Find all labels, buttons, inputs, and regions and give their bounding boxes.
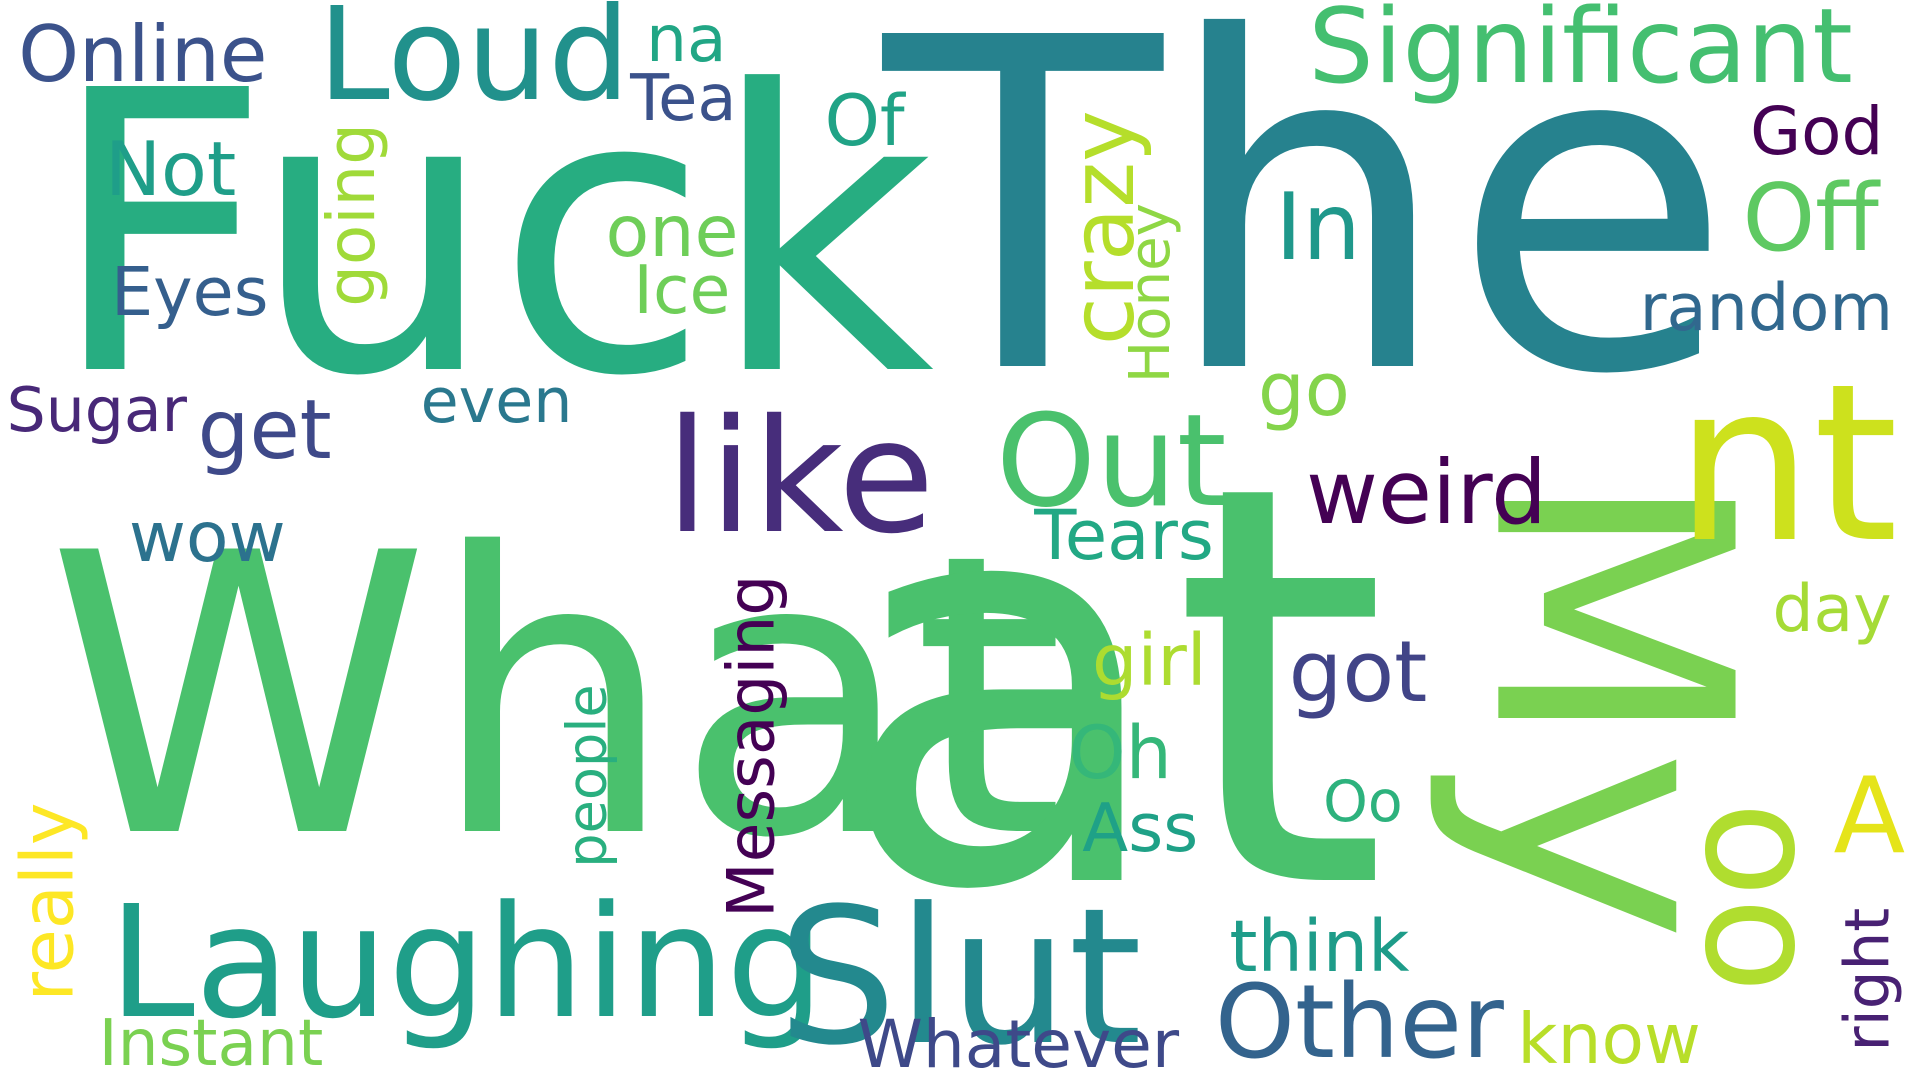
word-oh: Oh (1068, 712, 1172, 797)
word-honey: Honey (1117, 202, 1183, 383)
word-tears: Tears (1034, 496, 1214, 577)
word-day: day (1772, 572, 1892, 648)
word-online: Online (18, 9, 268, 100)
word-like: like (665, 385, 935, 569)
word-oo-lower: oo (1670, 801, 1853, 993)
word-really: really (5, 802, 90, 1002)
word-what: What (46, 471, 1065, 923)
word-tea: Tea (630, 62, 737, 137)
word-fuck: Fuck (48, 9, 935, 462)
word-at: at (833, 367, 1389, 1011)
word-whatever: Whatever (857, 1006, 1180, 1080)
word-in: In (1275, 173, 1361, 282)
word-wow: wow (128, 497, 286, 579)
word-eyes: Eyes (111, 253, 269, 332)
word-other: Other (1214, 963, 1504, 1080)
word-significant: Significant (1308, 0, 1853, 107)
word-na: na (646, 1, 727, 77)
word-laughing: Laughing (108, 871, 825, 1053)
word-random: random (1639, 269, 1894, 346)
word-go: go (1258, 347, 1350, 433)
word-get: get (197, 383, 332, 479)
word-right: right (1832, 907, 1904, 1052)
word-a: A (1833, 754, 1906, 877)
word-god: God (1750, 92, 1884, 170)
word-the: The (883, 0, 1733, 475)
word-sugar: Sugar (6, 374, 188, 447)
word-out: Out (995, 387, 1227, 536)
word-one: one (605, 189, 739, 273)
word-know: know (1517, 999, 1701, 1080)
word-messaging: Messaging (714, 574, 790, 918)
word-going: going (312, 122, 390, 307)
word-off: Off (1742, 164, 1879, 273)
word-weird: weird (1305, 440, 1547, 544)
word-think: think (1229, 904, 1410, 988)
word-people: people (555, 684, 619, 869)
word-of: Of (824, 79, 905, 162)
word-instant: Instant (98, 1005, 324, 1080)
word-ass: Ass (1082, 788, 1199, 867)
word-slut: Slut (777, 867, 1143, 1080)
word-not: Not (104, 125, 237, 214)
word-nt: nt (1674, 338, 1899, 592)
word-girl: girl (1092, 618, 1207, 702)
word-oo: Oo (1323, 769, 1403, 836)
word-ice: Ice (633, 251, 731, 330)
word-loud: Loud (317, 0, 631, 130)
word-got: got (1288, 622, 1428, 722)
word-even: even (420, 364, 573, 437)
